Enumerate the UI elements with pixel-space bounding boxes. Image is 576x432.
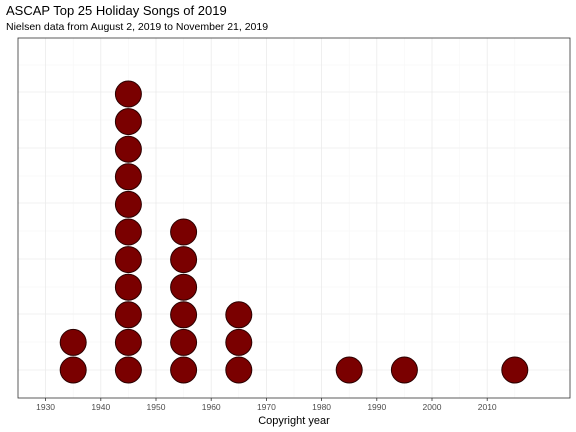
dot-point [225,301,253,329]
dot-point [170,246,198,274]
plot-panel-border [17,37,571,399]
dot-point [114,135,142,163]
x-tick-label: 1970 [257,402,276,412]
dot-point [170,356,198,384]
chart-subtitle: Nielsen data from August 2, 2019 to Nove… [6,21,268,33]
x-tick-label: 1940 [91,402,110,412]
dot-point [501,356,529,384]
x-axis-ticks: 1930 1940 1950 1960 1970 1980 1990 2000 2010 [36,398,497,412]
dot-point [114,301,142,329]
dot-point [170,328,198,356]
dot-point [390,356,418,384]
x-tick-label: 1950 [147,402,166,412]
x-tick-label: 2000 [423,402,442,412]
dot-point [114,273,142,301]
x-tick-label: 1980 [312,402,331,412]
dot-point [114,80,142,108]
x-axis-label: Copyright year [258,415,330,427]
dot-point [170,273,198,301]
dot-point [225,356,253,384]
dot-point [114,163,142,191]
dot-point [114,190,142,218]
dot-point [59,356,87,384]
x-tick-label: 1960 [202,402,221,412]
dot-point [170,301,198,329]
x-tick-label: 2010 [478,402,497,412]
dot-point [114,108,142,136]
x-tick-label: 1990 [367,402,386,412]
dot-point [59,328,87,356]
dot-point [114,328,142,356]
dot-point [170,218,198,246]
dot-point [114,246,142,274]
dot-series [59,80,529,384]
grid-lines [18,38,570,398]
dot-point [114,356,142,384]
dot-point [225,328,253,356]
dot-point [335,356,363,384]
chart-title: ASCAP Top 25 Holiday Songs of 2019 [6,3,227,18]
x-tick-label: 1930 [36,402,55,412]
dot-point [114,218,142,246]
